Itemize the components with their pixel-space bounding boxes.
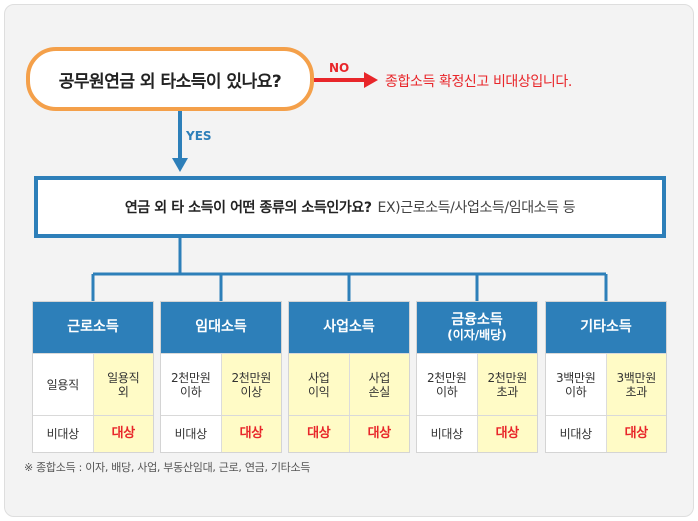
right-result: 대상: [92, 416, 153, 452]
right-result: 대상: [605, 416, 666, 452]
income-column-labor: 근로소득 일용직 일용직 외 비대상 대상: [32, 301, 154, 453]
no-arrow-head: [364, 72, 378, 88]
column-header: 사업소득: [289, 302, 409, 353]
column-title: 근로소득: [67, 319, 119, 335]
condition-row: 2천만원 이하 2천만원 이상: [161, 353, 281, 415]
result-row: 대상 대상: [289, 415, 409, 452]
yes-label: YES: [186, 129, 212, 143]
question-1-box: 공무원연금 외 타소득이 있나요?: [26, 47, 314, 111]
income-column-rental: 임대소득 2천만원 이하 2천만원 이상 비대상 대상: [160, 301, 282, 453]
left-result: 비대상: [46, 427, 80, 441]
right-condition: 3백만원 초과: [605, 354, 666, 415]
column-title: 금융소득: [451, 312, 503, 328]
income-column-other: 기타소득 3백만원 이하 3백만원 초과 비대상 대상: [545, 301, 667, 453]
right-condition: 일용직 외: [92, 354, 153, 415]
right-result: 대상: [220, 416, 281, 452]
left-condition: 3백만원 이하: [555, 370, 596, 399]
column-header: 근로소득: [33, 302, 153, 353]
left-result: 비대상: [430, 427, 464, 441]
result-row: 비대상 대상: [546, 415, 666, 452]
left-result: 비대상: [559, 427, 593, 441]
right-result: 대상: [476, 416, 537, 452]
question-2-example: EX)근로소득/사업소득/임대소득 등: [377, 200, 576, 216]
left-condition: 2천만원 이하: [170, 370, 211, 399]
left-result: 비대상: [174, 427, 208, 441]
question-2-text: 연금 외 타 소득이 어떤 종류의 소득인가요?: [124, 200, 372, 216]
column-header: 임대소득: [161, 302, 281, 353]
left-condition: 사업 이익: [289, 354, 349, 415]
result-row: 비대상 대상: [161, 415, 281, 452]
question-1-text: 공무원연금 외 타소득이 있나요?: [58, 71, 282, 92]
condition-row: 일용직 일용직 외: [33, 353, 153, 415]
right-result: 대상: [348, 416, 409, 452]
column-title: 기타소득: [580, 319, 632, 335]
left-condition: 일용직: [46, 377, 80, 392]
condition-row: 3백만원 이하 3백만원 초과: [546, 353, 666, 415]
result-row: 비대상 대상: [33, 415, 153, 452]
result-row: 비대상 대상: [417, 415, 537, 452]
left-condition: 2천만원 이하: [426, 370, 467, 399]
column-subtitle: (이자/배당): [447, 328, 507, 342]
question-2-box: 연금 외 타 소득이 어떤 종류의 소득인가요? EX)근로소득/사업소득/임대…: [34, 176, 666, 238]
right-condition: 2천만원 초과: [476, 354, 537, 415]
condition-row: 2천만원 이하 2천만원 초과: [417, 353, 537, 415]
column-title: 사업소득: [323, 319, 375, 335]
condition-row: 사업 이익 사업 손실: [289, 353, 409, 415]
income-column-financial: 금융소득 (이자/배당) 2천만원 이하 2천만원 초과 비대상 대상: [416, 301, 538, 453]
column-title: 임대소득: [195, 319, 247, 335]
no-label: NO: [329, 61, 350, 75]
left-result: 대상: [289, 416, 349, 452]
column-header: 기타소득: [546, 302, 666, 353]
no-result-text: 종합소득 확정신고 비대상입니다.: [385, 74, 572, 90]
footnote: ※ 종합소득 : 이자, 배당, 사업, 부동산임대, 근로, 연금, 기타소득: [24, 461, 311, 474]
right-condition: 2천만원 이상: [220, 354, 281, 415]
right-condition: 사업 손실: [348, 354, 409, 415]
yes-arrow-head: [172, 158, 188, 172]
income-column-business: 사업소득 사업 이익 사업 손실 대상 대상: [288, 301, 410, 453]
column-header: 금융소득 (이자/배당): [417, 302, 537, 353]
